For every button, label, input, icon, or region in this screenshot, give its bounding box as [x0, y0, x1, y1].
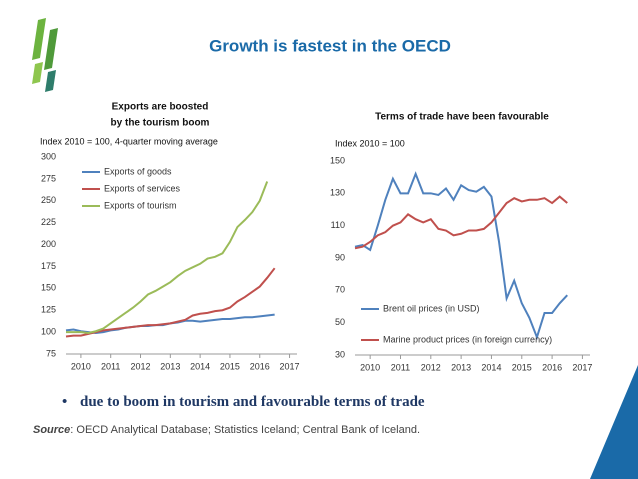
y-tick-label: 50 [335, 317, 345, 327]
y-tick-label: 30 [335, 349, 345, 359]
legend-label: Exports of tourism [104, 200, 177, 210]
bullet: due to boom in tourism and favourable te… [62, 393, 500, 411]
series-line [65, 267, 276, 338]
x-tick-label: 2010 [360, 362, 380, 372]
chart-subtitle: Index 2010 = 100 [335, 138, 405, 148]
x-tick-label: 2014 [190, 361, 210, 371]
y-tick-label: 300 [41, 151, 56, 161]
x-tick-label: 2016 [250, 361, 270, 371]
source-text: : OECD Analytical Database; Statistics I… [70, 424, 421, 436]
y-tick-label: 110 [331, 220, 345, 230]
legend-label: Exports of services [104, 183, 181, 193]
y-tick-label: 150 [41, 283, 56, 293]
source: Source: OECD Analytical Database; Statis… [33, 424, 420, 436]
x-tick-label: 2015 [512, 362, 532, 372]
x-tick-label: 2016 [542, 362, 562, 372]
y-tick-label: 100 [41, 326, 56, 336]
y-tick-label: 150 [330, 155, 345, 165]
legend-label: Marine product prices (in foreign curren… [383, 334, 552, 344]
x-tick-label: 2013 [160, 361, 180, 371]
x-tick-label: 2017 [572, 362, 592, 372]
x-tick-label: 2011 [101, 361, 120, 371]
page-number: 7 [612, 425, 619, 437]
y-tick-label: 125 [41, 305, 56, 315]
series-line [354, 195, 568, 250]
y-tick-label: 75 [46, 348, 56, 358]
y-tick-label: 70 [335, 285, 345, 295]
chart-title: Terms of trade have been favourable [375, 112, 549, 123]
x-tick-label: 2012 [131, 361, 151, 371]
chart-title: Exports are boosted [112, 102, 209, 113]
series-line [66, 181, 269, 335]
x-tick-label: 2017 [280, 361, 300, 371]
series-line [354, 171, 568, 341]
y-tick-label: 175 [41, 261, 56, 271]
chart-subtitle: Index 2010 = 100, 4-quarter moving avera… [40, 136, 218, 146]
x-tick-label: 2014 [481, 362, 501, 372]
slide-title: Growth is fastest in the OECD [209, 36, 451, 55]
chart-title: by the tourism boom [111, 118, 210, 129]
x-tick-label: 2011 [391, 362, 410, 372]
y-tick-label: 130 [330, 188, 345, 198]
x-tick-label: 2010 [71, 361, 91, 371]
logo [32, 18, 58, 92]
corner-decoration [590, 365, 638, 479]
y-tick-label: 225 [41, 217, 56, 227]
legend-label: Exports of goods [104, 166, 172, 176]
y-tick-label: 200 [41, 239, 56, 249]
y-tick-label: 275 [41, 173, 56, 183]
legend-label: Brent oil prices (in USD) [383, 303, 480, 313]
x-tick-label: 2015 [220, 361, 240, 371]
source-label: Source [33, 424, 71, 436]
x-tick-label: 2012 [421, 362, 441, 372]
y-tick-label: 90 [335, 252, 345, 262]
y-tick-label: 250 [41, 195, 56, 205]
x-tick-label: 2013 [451, 362, 471, 372]
